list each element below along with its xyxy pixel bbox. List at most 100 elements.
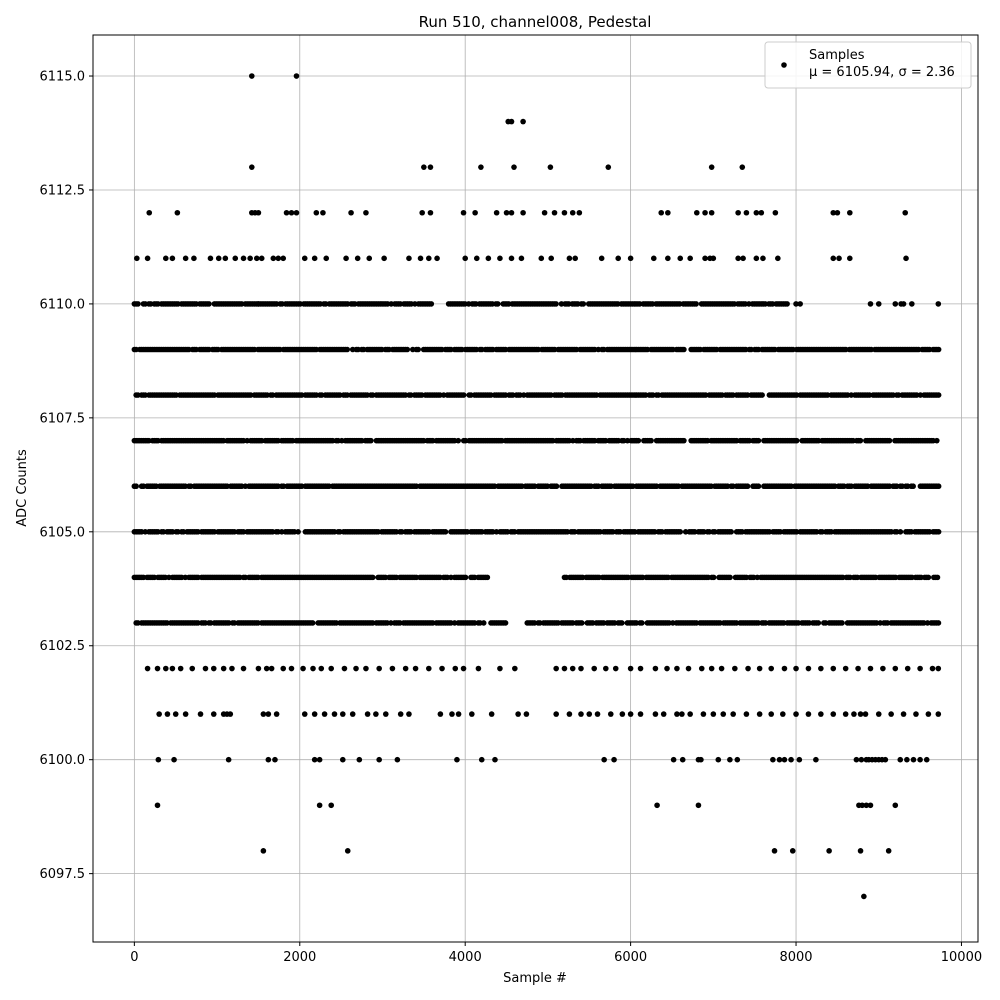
data-point: [710, 574, 717, 581]
data-point: [619, 620, 625, 626]
data-point: [925, 574, 932, 581]
data-point: [310, 665, 316, 672]
data-point: [561, 209, 568, 216]
data-point: [356, 756, 363, 763]
data-point: [497, 255, 503, 262]
data-point: [288, 209, 295, 216]
data-point: [728, 529, 734, 535]
x-tick-label: 6000: [614, 950, 647, 965]
data-point: [910, 483, 916, 490]
data-point: [892, 301, 899, 307]
data-point: [508, 209, 515, 216]
data-point: [492, 756, 498, 763]
data-point: [249, 164, 255, 170]
data-point: [753, 255, 760, 262]
data-point: [830, 665, 837, 672]
data-point: [925, 711, 932, 717]
data-point: [654, 802, 660, 809]
data-point: [247, 255, 253, 262]
data-point: [935, 529, 942, 535]
data-point: [368, 437, 374, 444]
data-point: [331, 711, 338, 717]
data-point: [253, 255, 260, 262]
x-tick-label: 4000: [449, 950, 482, 965]
data-point: [518, 255, 525, 262]
data-point: [847, 209, 853, 216]
x-tick-label: 8000: [779, 950, 812, 965]
data-point: [478, 756, 485, 763]
data-point: [144, 665, 151, 672]
data-point: [206, 301, 212, 307]
data-point: [818, 711, 824, 717]
data-point: [665, 209, 671, 216]
data-point: [311, 711, 318, 717]
data-point: [904, 756, 910, 763]
data-point: [677, 255, 684, 262]
data-point: [268, 665, 275, 672]
data-point: [144, 255, 151, 262]
data-point: [156, 711, 162, 717]
data-point: [789, 848, 796, 854]
data-point: [793, 665, 799, 672]
data-point: [439, 665, 445, 672]
data-point: [328, 665, 335, 672]
data-point: [553, 483, 560, 490]
data-point: [232, 255, 239, 262]
data-point: [579, 620, 585, 626]
data-point: [488, 711, 495, 717]
data-point: [426, 665, 432, 672]
data-point: [373, 711, 379, 717]
data-point: [702, 209, 708, 216]
data-point: [273, 711, 280, 717]
data-point: [162, 665, 169, 672]
data-point: [781, 756, 788, 763]
data-point: [538, 255, 545, 262]
data-point: [859, 802, 866, 809]
data-point: [404, 346, 411, 353]
data-point: [693, 209, 700, 216]
data-point: [426, 255, 432, 262]
data-point: [220, 665, 227, 672]
y-tick-label: 6107.5: [40, 411, 86, 426]
data-point: [348, 209, 354, 216]
data-point: [309, 620, 316, 626]
data-point: [578, 711, 584, 717]
data-point: [320, 209, 326, 216]
data-point: [566, 711, 573, 717]
data-point: [406, 255, 412, 262]
data-point: [191, 255, 197, 262]
y-axis-ticks: 6097.5 6100.0 6102.5 6105.0 6107.5 6110.0 6112…: [40, 70, 93, 882]
data-points: [131, 73, 942, 900]
data-point: [892, 802, 899, 809]
data-point: [328, 802, 335, 809]
data-point: [897, 756, 904, 763]
data-point: [652, 711, 659, 717]
data-point: [718, 665, 725, 672]
data-point: [857, 848, 864, 854]
data-point: [207, 255, 214, 262]
data-point: [460, 209, 467, 216]
data-point: [189, 665, 196, 672]
data-point: [857, 437, 864, 444]
data-point: [133, 483, 139, 490]
data-point: [720, 711, 727, 717]
x-tick-label: 10000: [941, 950, 982, 965]
data-point: [858, 756, 865, 763]
data-point: [771, 848, 778, 854]
data-point: [867, 301, 874, 307]
data-point: [735, 255, 741, 262]
data-point: [295, 529, 301, 535]
data-point: [839, 620, 845, 626]
data-point: [818, 665, 824, 672]
data-point: [553, 665, 559, 672]
data-point: [283, 209, 290, 216]
data-point: [805, 665, 812, 672]
data-point: [202, 665, 209, 672]
data-point: [851, 711, 857, 717]
data-point: [875, 301, 882, 307]
data-point: [708, 665, 715, 672]
data-point: [637, 665, 644, 672]
data-point: [875, 711, 882, 717]
data-point: [743, 209, 750, 216]
